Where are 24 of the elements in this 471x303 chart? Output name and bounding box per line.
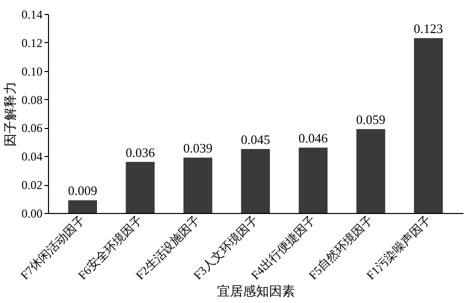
y-tick-label: 0.02	[22, 178, 42, 192]
data-label: 0.123	[414, 21, 444, 36]
data-label: 0.036	[126, 144, 156, 160]
y-tick-label: 0.10	[22, 64, 42, 78]
data-label: 0.045	[240, 132, 270, 148]
data-label: 0.039	[183, 140, 212, 156]
bar	[241, 149, 270, 213]
data-label: 0.009	[68, 183, 98, 198]
y-tick-label: 0.04	[22, 150, 42, 164]
bar	[414, 38, 443, 213]
y-tick-label: 0.00	[22, 206, 42, 220]
data-label: 0.059	[356, 112, 386, 128]
bar	[126, 162, 155, 213]
bar	[356, 129, 386, 213]
x-axis-title: 宜居感知因素	[217, 284, 295, 299]
bar	[68, 200, 97, 213]
bar	[183, 158, 212, 213]
y-axis-title: 因子解释力	[2, 82, 18, 146]
data-label: 0.046	[298, 130, 328, 146]
y-tick-label: 0.08	[22, 92, 42, 107]
bar	[298, 148, 328, 213]
y-tick-label: 0.06	[22, 121, 42, 136]
y-tick-label: 0.12	[22, 36, 42, 50]
y-tick-label: 0.14	[22, 8, 42, 22]
